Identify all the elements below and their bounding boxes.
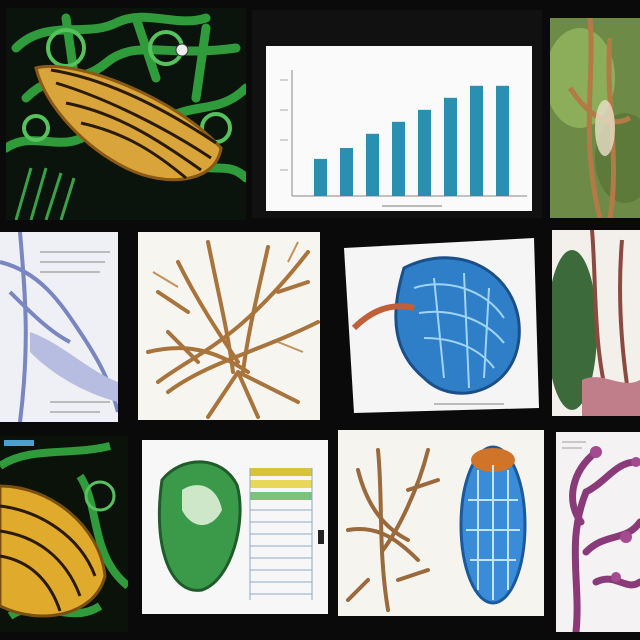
roots-and-seed-illustration: [338, 430, 544, 616]
data-table: [249, 468, 313, 600]
tile-plant-stems: [550, 18, 640, 218]
tile-plant-right-mid: [552, 230, 640, 416]
leaf-bottom-left-illustration: [0, 436, 128, 632]
plant-right-mid-illustration: [552, 230, 640, 416]
tick-scribbles: [280, 79, 442, 207]
tile-vascular-diagram: [0, 232, 118, 422]
leaf-green-network-illustration: [6, 8, 246, 220]
bar-8: [496, 85, 509, 196]
tile-root-branches: [138, 232, 320, 420]
bar-5: [418, 109, 431, 196]
bar-7: [470, 85, 483, 196]
bar-4: [392, 121, 405, 196]
tile-blue-organ: [334, 228, 542, 422]
plant-stems-illustration: [550, 18, 640, 218]
bar-2: [340, 148, 353, 196]
tile-leaf-green-network: [6, 8, 246, 220]
bar-chart: [266, 46, 532, 211]
vascular-diagram-illustration: [0, 232, 118, 422]
purple-coral-illustration: [556, 432, 640, 632]
tile-leaf-bottom-left: [0, 436, 128, 632]
bar-1: [314, 158, 327, 196]
tile-bar-chart: [252, 10, 542, 218]
bar-6: [444, 97, 457, 196]
blue-organ-illustration: [344, 238, 539, 413]
bar-3: [366, 133, 379, 196]
green-organ-chart-illustration: [142, 440, 328, 614]
tile-purple-coral: [556, 432, 640, 632]
root-branches-illustration: [138, 232, 320, 420]
tile-roots-and-seed: [338, 430, 544, 616]
tile-green-organ-chart: [142, 440, 328, 614]
